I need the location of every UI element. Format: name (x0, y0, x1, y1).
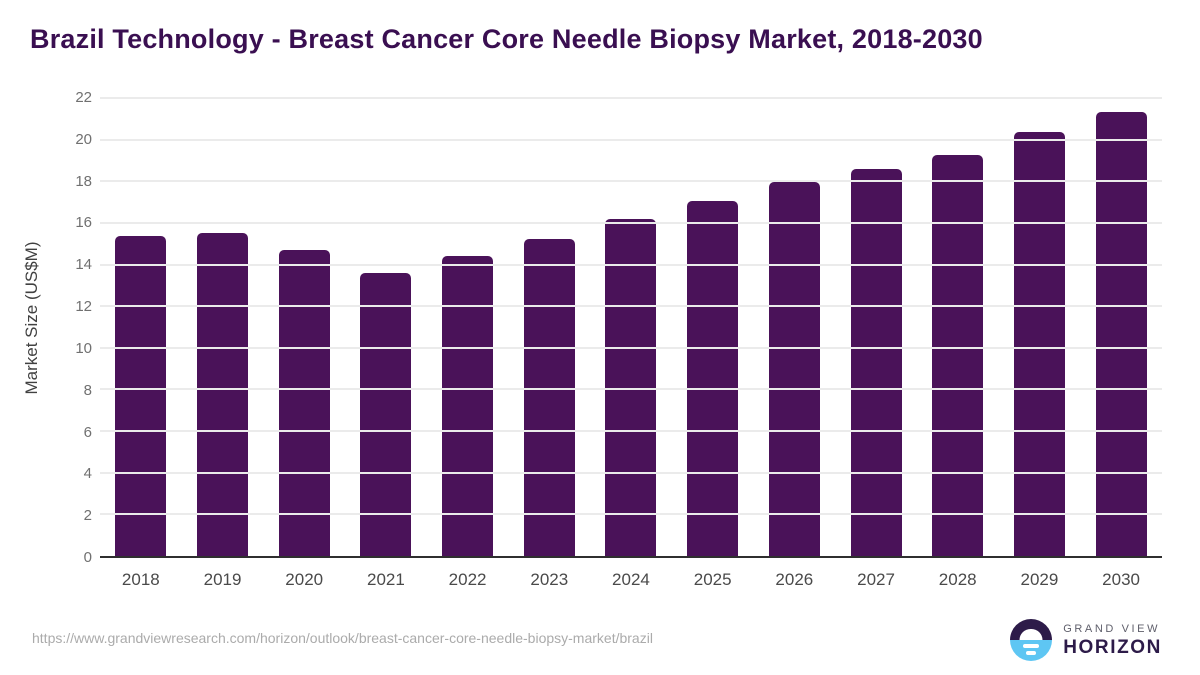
y-tick-10: 10 (75, 339, 92, 357)
bar-2026[interactable] (768, 182, 820, 556)
gridline-16 (100, 221, 1162, 224)
x-tick-2028: 2028 (938, 570, 977, 589)
x-axis-tick-labels: 2018 2019 2020 2021 2022 2023 2024 2025 2026 2027… (100, 570, 1162, 590)
bar-2020[interactable] (278, 249, 330, 556)
gridline-6 (100, 430, 1162, 433)
gridline-10 (100, 346, 1162, 349)
y-axis-tick-labels: 0 2 4 6 8 10 12 14 16 18 20 22 (0, 89, 92, 566)
bar-2018[interactable] (115, 236, 167, 556)
gridline-20 (100, 138, 1162, 141)
y-tick-8: 8 (83, 381, 92, 399)
y-tick-20: 20 (75, 130, 92, 148)
sun-dome-icon (1019, 629, 1043, 640)
x-tick-2030: 2030 (1102, 570, 1140, 589)
x-tick-2021: 2021 (366, 570, 405, 589)
bar-column-2026 (754, 98, 836, 556)
y-tick-0: 0 (83, 549, 92, 566)
logo-text-horizon: HORIZON (1063, 636, 1162, 658)
x-tick-2019: 2019 (203, 570, 242, 589)
gridline-4 (100, 471, 1162, 474)
y-tick-18: 18 (75, 172, 92, 190)
gridline-14 (100, 263, 1162, 266)
chart-title: Brazil Technology - Breast Cancer Core N… (30, 24, 983, 54)
bar-column-2028 (917, 98, 999, 556)
bar-column-2030 (1080, 98, 1162, 556)
plot-area (100, 97, 1162, 558)
logo-text: GRAND VIEW HORIZON (1063, 622, 1162, 659)
x-tick-2020: 2020 (285, 570, 324, 589)
logo-text-grand-view: GRAND VIEW (1063, 622, 1161, 635)
x-tick-2024: 2024 (612, 570, 650, 589)
x-tick-2022: 2022 (448, 570, 487, 589)
bar-column-2022 (427, 98, 509, 556)
x-tick-2018: 2018 (121, 570, 160, 589)
bar-2022[interactable] (442, 256, 494, 556)
bar-column-2019 (182, 98, 264, 556)
gridline-18 (100, 180, 1162, 183)
gridline-22 (100, 97, 1162, 99)
bar-column-2018 (100, 98, 182, 556)
reflection-line-icon (1023, 644, 1040, 648)
bar-2023[interactable] (523, 238, 575, 556)
bar-column-2025 (672, 98, 754, 556)
bar-series (100, 98, 1162, 556)
bar-column-2021 (345, 98, 427, 556)
x-tick-2027: 2027 (857, 570, 895, 589)
bar-2030[interactable] (1095, 111, 1147, 556)
x-tick-2026: 2026 (775, 570, 814, 589)
y-tick-14: 14 (75, 256, 92, 274)
source-url: https://www.grandviewresearch.com/horizo… (32, 630, 653, 646)
bar-column-2023 (508, 98, 590, 556)
bar-2025[interactable] (687, 201, 739, 556)
x-tick-2025: 2025 (693, 570, 732, 589)
bar-column-2020 (263, 98, 345, 556)
gridline-8 (100, 388, 1162, 391)
y-tick-4: 4 (83, 465, 92, 483)
bar-2027[interactable] (850, 168, 902, 556)
bar-2028[interactable] (932, 155, 984, 556)
bar-2019[interactable] (197, 233, 249, 556)
y-tick-2: 2 (83, 507, 92, 525)
x-tick-2023: 2023 (530, 570, 569, 589)
y-tick-22: 22 (75, 89, 92, 106)
y-tick-12: 12 (75, 298, 92, 316)
gridline-12 (100, 305, 1162, 308)
y-tick-16: 16 (75, 214, 92, 232)
y-tick-6: 6 (83, 423, 92, 441)
grand-view-horizon-logo: GRAND VIEW HORIZON (1010, 619, 1162, 661)
horizon-sunset-logo-icon (1010, 619, 1053, 661)
bar-2021[interactable] (360, 272, 412, 556)
bar-2024[interactable] (605, 218, 657, 556)
gridline-2 (100, 513, 1162, 516)
bar-2029[interactable] (1013, 132, 1065, 556)
bar-column-2024 (590, 98, 672, 556)
bar-column-2027 (835, 98, 917, 556)
bar-column-2029 (999, 98, 1081, 556)
footer: https://www.grandviewresearch.com/horizo… (0, 617, 1200, 675)
x-tick-2029: 2029 (1020, 570, 1059, 589)
reflection-line-icon (1026, 651, 1037, 655)
